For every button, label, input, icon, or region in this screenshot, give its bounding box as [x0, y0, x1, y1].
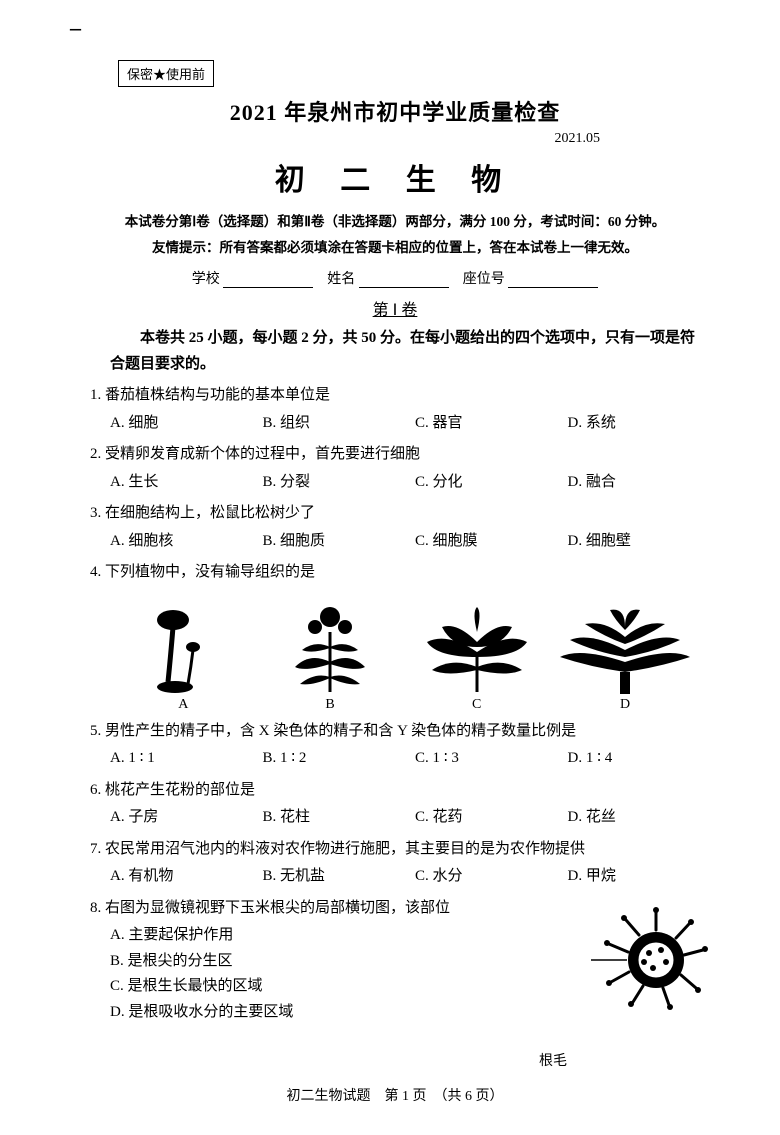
name-label: 姓名: [327, 272, 355, 287]
page-footer: 初二生物试题 第 1 页 （共 6 页）: [70, 1085, 720, 1105]
q6-opt-a: A. 子房: [110, 805, 263, 831]
q1-opt-b: B. 组织: [263, 411, 416, 437]
q8-stem: 8. 右图为显微镜视野下玉米根尖的局部横切图，该部位: [90, 896, 540, 922]
q2-opt-b: B. 分裂: [263, 470, 416, 496]
q7-opt-c: C. 水分: [415, 864, 568, 890]
school-blank: [223, 272, 313, 288]
question-1: 1. 番茄植株结构与功能的基本单位是 A. 细胞 B. 组织 C. 器官 D. …: [90, 383, 720, 436]
q6-opt-d: D. 花丝: [568, 805, 721, 831]
mushroom-icon: [143, 602, 223, 697]
q4-img-c: C: [403, 602, 550, 713]
exam-date: 2021.05: [70, 131, 720, 147]
q6-stem: 6. 桃花产生花粉的部位是: [90, 778, 720, 804]
q7-opt-a: A. 有机物: [110, 864, 263, 890]
section-1-header: 第 Ⅰ 卷: [70, 296, 720, 320]
flower-plant-icon: [280, 592, 380, 697]
q8-opt-d: D. 是根吸收水分的主要区域: [110, 1000, 540, 1026]
question-2: 2. 受精卵发育成新个体的过程中，首先要进行细胞 A. 生长 B. 分裂 C. …: [90, 442, 720, 495]
q5-opt-a: A. 1 ∶ 1: [110, 746, 263, 772]
q6-opt-c: C. 花药: [415, 805, 568, 831]
q8-opt-a: A. 主要起保护作用: [110, 923, 540, 949]
q7-opt-d: D. 甲烷: [568, 864, 721, 890]
q2-stem: 2. 受精卵发育成新个体的过程中，首先要进行细胞: [90, 442, 720, 468]
q8-opt-b: B. 是根尖的分生区: [110, 949, 540, 975]
secret-stamp: 保密★使用前: [118, 60, 214, 87]
q6-opt-b: B. 花柱: [263, 805, 416, 831]
q3-opt-d: D. 细胞壁: [568, 529, 721, 555]
root-hair-label: 根毛: [539, 1054, 567, 1069]
exam-page: – 保密★使用前 2021 年泉州市初中学业质量检查 2021.05 初 二 生…: [0, 0, 780, 1135]
q7-opt-b: B. 无机盐: [263, 864, 416, 890]
q8-figure: 根毛: [540, 890, 720, 1025]
q1-opt-d: D. 系统: [568, 411, 721, 437]
instructions-line-1: 本试卷分第Ⅰ卷（选择题）和第Ⅱ卷（非选择题）两部分，满分 100 分，考试时间：…: [70, 209, 720, 235]
q3-opt-b: B. 细胞质: [263, 529, 416, 555]
title-subject: 初 二 生 物: [70, 155, 720, 199]
name-blank: [359, 272, 449, 288]
question-3: 3. 在细胞结构上，松鼠比松树少了 A. 细胞核 B. 细胞质 C. 细胞膜 D…: [90, 501, 720, 554]
corner-mark: –: [70, 15, 81, 41]
q1-stem: 1. 番茄植株结构与功能的基本单位是: [90, 383, 720, 409]
student-info-line: 学校 姓名 座位号: [70, 268, 720, 288]
q4-img-d: D: [550, 602, 700, 713]
question-6: 6. 桃花产生花粉的部位是 A. 子房 B. 花柱 C. 花药 D. 花丝: [90, 778, 720, 831]
q2-opt-a: A. 生长: [110, 470, 263, 496]
q4-img-a: A: [110, 602, 257, 713]
q7-stem: 7. 农民常用沼气池内的料液对农作物进行施肥，其主要目的是为农作物提供: [90, 837, 720, 863]
q4-stem: 4. 下列植物中，没有输导组织的是: [90, 560, 720, 586]
q8-opt-c: C. 是根生长最快的区域: [110, 974, 540, 1000]
school-label: 学校: [192, 272, 220, 287]
question-8-wrap: 8. 右图为显微镜视野下玉米根尖的局部横切图，该部位 A. 主要起保护作用 B.…: [70, 890, 720, 1026]
root-cross-section-icon: [581, 900, 711, 1020]
instructions: 本试卷分第Ⅰ卷（选择题）和第Ⅱ卷（非选择题）两部分，满分 100 分，考试时间：…: [70, 209, 720, 260]
q3-opt-a: A. 细胞核: [110, 529, 263, 555]
q5-opt-d: D. 1 ∶ 4: [568, 746, 721, 772]
q3-stem: 3. 在细胞结构上，松鼠比松树少了: [90, 501, 720, 527]
q5-stem: 5. 男性产生的精子中，含 X 染色体的精子和含 Y 染色体的精子数量比例是: [90, 719, 720, 745]
seat-blank: [508, 272, 598, 288]
title-main: 2021 年泉州市初中学业质量检查: [70, 95, 720, 127]
question-5: 5. 男性产生的精子中，含 X 染色体的精子和含 Y 染色体的精子数量比例是 A…: [90, 719, 720, 772]
question-8: 8. 右图为显微镜视野下玉米根尖的局部横切图，该部位 A. 主要起保护作用 B.…: [90, 896, 540, 1026]
q2-opt-c: C. 分化: [415, 470, 568, 496]
q1-opt-a: A. 细胞: [110, 411, 263, 437]
q5-opt-b: B. 1 ∶ 2: [263, 746, 416, 772]
pine-tree-icon: [550, 602, 700, 697]
fern-icon: [417, 602, 537, 697]
seat-label: 座位号: [463, 272, 505, 287]
question-7: 7. 农民常用沼气池内的料液对农作物进行施肥，其主要目的是为农作物提供 A. 有…: [90, 837, 720, 890]
q5-opt-c: C. 1 ∶ 3: [415, 746, 568, 772]
section-1-note: 本卷共 25 小题，每小题 2 分，共 50 分。在每小题给出的四个选项中，只有…: [110, 326, 700, 377]
q3-opt-c: C. 细胞膜: [415, 529, 568, 555]
q4-img-b: B: [257, 592, 404, 713]
instructions-line-2: 友情提示：所有答案都必须填涂在答题卡相应的位置上，答在本试卷上一律无效。: [70, 235, 720, 261]
question-4: 4. 下列植物中，没有输导组织的是: [90, 560, 720, 586]
q4-image-row: A B: [110, 592, 700, 713]
q2-opt-d: D. 融合: [568, 470, 721, 496]
q1-opt-c: C. 器官: [415, 411, 568, 437]
